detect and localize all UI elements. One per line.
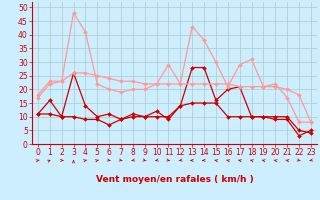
Text: Vent moyen/en rafales ( km/h ): Vent moyen/en rafales ( km/h ): [96, 175, 253, 184]
